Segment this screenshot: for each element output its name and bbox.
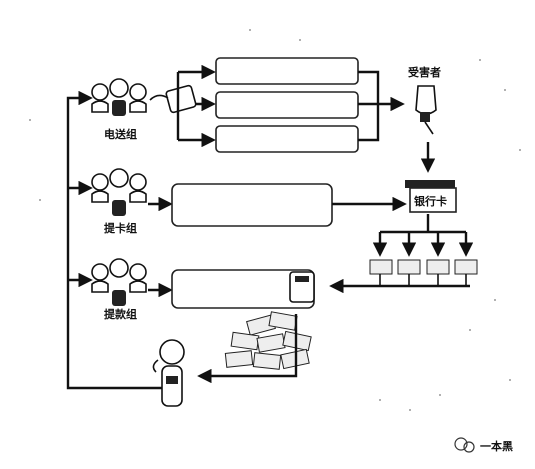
- background-specks: [29, 29, 521, 411]
- return-line: [66, 90, 162, 390]
- watermark-text: 一本黑: [480, 439, 513, 453]
- label-tikuan: 提款组: [104, 307, 137, 321]
- tika-box: [171, 183, 333, 227]
- money-pile-icon: [224, 311, 312, 370]
- money-to-boss: [197, 314, 298, 384]
- group-dianmai-icon: [91, 78, 147, 116]
- boss-figure-icon: [152, 339, 185, 407]
- telephone-icon: [149, 84, 197, 114]
- victim-icon: [415, 85, 437, 122]
- dianmai-box-2: [215, 91, 359, 119]
- distributed-cards: [369, 259, 478, 275]
- label-victim: 受害者: [408, 65, 441, 79]
- atm-icon: [289, 271, 315, 303]
- watermark: 一本黑: [454, 437, 513, 453]
- label-dianmai: 电送组: [104, 127, 137, 141]
- group-tikuan-icon: [91, 258, 147, 306]
- dianmai-box-3: [215, 125, 359, 153]
- dianmai-box-1: [215, 57, 359, 85]
- bank-card-icon: 银行卡: [405, 180, 457, 213]
- label-tika: 提卡组: [104, 221, 137, 235]
- label-bank-card: 银行卡: [414, 194, 447, 208]
- group-tika-icon: [91, 168, 147, 216]
- merge-line: [358, 70, 380, 142]
